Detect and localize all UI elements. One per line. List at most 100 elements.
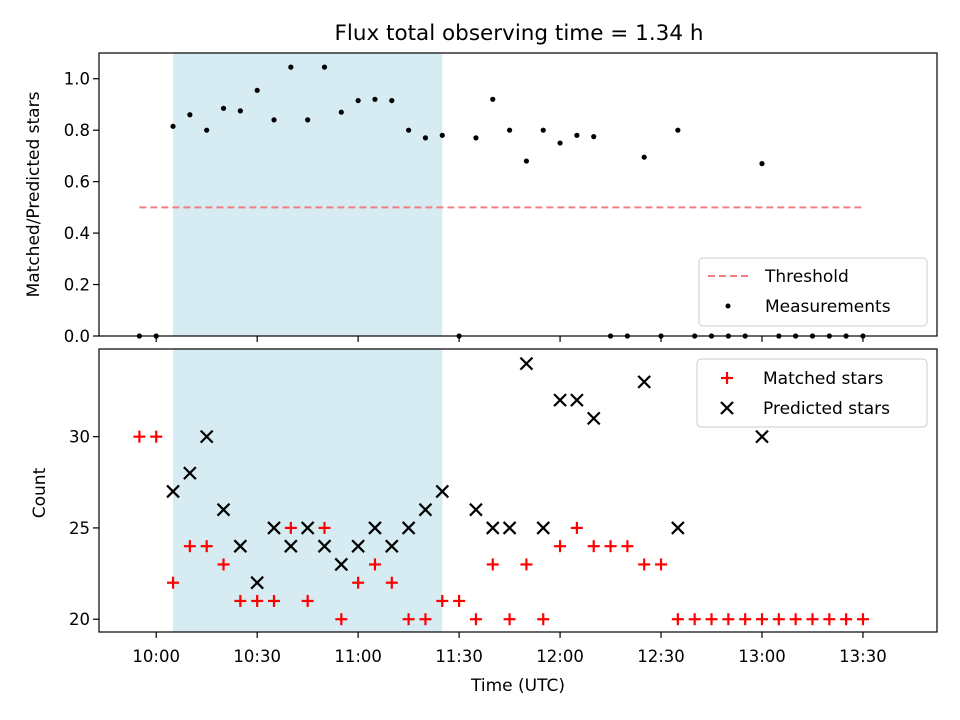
matched-star-point [823, 613, 836, 626]
measurement-point [187, 112, 193, 118]
matched-star-point [503, 613, 516, 626]
predicted-star-point [300, 521, 315, 535]
matched-star-point [688, 613, 701, 626]
predicted-star-point [368, 521, 382, 535]
matched-star-point [200, 540, 213, 553]
measurement-point [254, 87, 260, 93]
predicted-star-point [334, 557, 349, 572]
predicted-star-point [183, 466, 197, 480]
matched-star-point [856, 613, 869, 626]
x-tick-label: 12:00 [536, 647, 584, 666]
predicted-star-point [351, 539, 365, 553]
count-y-axis-label: Count [30, 467, 50, 518]
measurement-point [675, 127, 681, 133]
matched-star-point [570, 521, 583, 534]
x-tick-label: 12:30 [637, 647, 685, 666]
count-plot-frame [98, 348, 938, 633]
predicted-star-point [637, 375, 651, 389]
predicted-star-point [267, 521, 281, 535]
x-tick-label: 13:00 [738, 647, 786, 666]
measurement-point [271, 117, 277, 123]
matched-star-point [469, 613, 482, 626]
measurement-point [406, 127, 412, 133]
ratio-shaded-interval [173, 53, 443, 336]
matched-star-point [638, 558, 651, 571]
matched-star-point [655, 558, 668, 571]
predicted-star-point [469, 502, 483, 517]
count-y-tick-label: 30 [69, 428, 90, 447]
matched-star-point [486, 558, 499, 571]
measurement-point [288, 64, 294, 70]
predicted-star-point [418, 502, 433, 517]
measurement-point [355, 97, 361, 104]
matched-star-point [335, 613, 348, 626]
measurement-point [204, 127, 210, 133]
matched-star-point [587, 540, 600, 553]
matched-star-point [436, 594, 449, 607]
matched-star-point [234, 594, 247, 607]
matched-star-point [739, 613, 752, 626]
measurement-point [523, 158, 530, 164]
measurement-point [540, 127, 546, 133]
predicted-star-point [216, 502, 231, 517]
matched-star-point [621, 540, 634, 553]
predicted-star-point [519, 356, 534, 371]
legend-measurements-label: Measurements [765, 297, 891, 317]
matched-star-point [755, 613, 768, 626]
measurement-point [422, 135, 429, 141]
measurement-point [305, 117, 311, 123]
measurement-point [170, 123, 176, 129]
predicted-star-point [385, 539, 399, 553]
matched-star-point [554, 540, 567, 553]
measurement-point [490, 96, 496, 102]
matched-star-point [722, 613, 735, 626]
predicted-star-point [250, 575, 264, 590]
ratio-plot-frame [98, 52, 938, 337]
predicted-star-point [502, 521, 517, 535]
measurement-point [338, 109, 344, 115]
measurement-point [473, 135, 479, 141]
predicted-star-point [586, 411, 601, 426]
ratio-y-tick-label: 1.0 [64, 70, 90, 89]
measurement-point [557, 140, 563, 146]
matched-star-point [251, 594, 264, 607]
ratio-y-tick-label: 0.8 [64, 121, 90, 140]
legend-matched-swatch [721, 372, 733, 384]
x-tick-label: 11:00 [334, 647, 382, 666]
measurement-point [220, 105, 227, 111]
predicted-star-point [317, 539, 332, 553]
count-shaded-interval [173, 349, 443, 632]
x-tick-label: 13:30 [839, 647, 887, 666]
ratio-panel: 0.0 0.2 0.4 0.6 0.8 1.0 Matched/Predicted sta… [24, 52, 938, 346]
matched-star-point [385, 576, 398, 589]
measurement-point [574, 132, 580, 138]
predicted-star-point [199, 429, 214, 444]
measurement-point [641, 154, 647, 160]
legend-matched-label: Matched stars [763, 369, 883, 389]
measurement-point [389, 97, 395, 104]
matched-star-point [537, 613, 550, 626]
predicted-star-point [284, 539, 298, 553]
predicted-star-point [401, 521, 416, 535]
measurement-point [591, 134, 597, 140]
matched-star-point [133, 430, 146, 443]
measurement-point [237, 108, 243, 114]
predicted-star-point [233, 539, 248, 553]
x-tick-label: 11:30 [435, 647, 483, 666]
matched-star-point [352, 576, 365, 589]
matched-star-point [789, 613, 802, 626]
ratio-y-tick-label: 0.4 [64, 224, 90, 243]
predicted-star-point [570, 393, 584, 407]
predicted-star-point [671, 521, 685, 535]
matched-star-point [150, 430, 163, 443]
legend-predicted-swatch [720, 401, 734, 415]
count-legend: Matched stars Predicted stars [696, 358, 928, 428]
legend-threshold-label: Threshold [764, 267, 849, 287]
matched-star-point [772, 613, 785, 626]
measurement-point [506, 127, 513, 133]
x-tick-label: 10:30 [233, 647, 281, 666]
matched-star-point [217, 558, 230, 571]
matched-star-point [284, 521, 297, 534]
ratio-y-tick-label: 0.2 [64, 276, 90, 295]
predicted-star-point [553, 393, 567, 407]
